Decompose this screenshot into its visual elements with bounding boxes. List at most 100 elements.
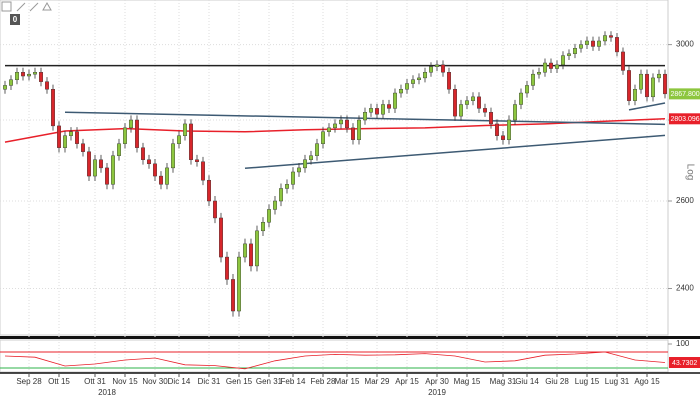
candle [495,119,500,141]
candle-body [182,123,187,136]
candle-body [579,44,584,49]
candle [627,65,632,106]
candle [441,60,446,77]
candle [543,58,548,77]
candle [285,179,290,194]
candle-body [218,217,223,258]
candle [315,138,320,161]
candle [74,127,79,149]
candle [242,238,247,263]
candle [254,225,259,272]
candle [513,99,518,125]
candle [381,99,386,119]
tool-icon[interactable] [29,2,39,12]
tool-icon[interactable] [16,2,26,12]
candle [501,131,506,145]
candle-body [230,279,235,312]
candle-body [285,184,290,189]
candle-body [74,131,79,144]
tool-icon[interactable] [1,1,12,12]
candle [158,171,163,190]
candle-body [333,123,338,129]
candle [122,123,127,149]
candle [297,163,302,177]
y-tick-label: 2600 [676,196,694,205]
price-tag [669,88,700,100]
candle [525,80,530,98]
candle [182,119,187,141]
candle-body [68,131,73,136]
x-tick-label: Nov 15 [112,377,138,386]
candle-body [309,155,314,160]
candle-body [435,64,440,67]
candle-body [8,79,13,86]
candle-body [279,188,284,202]
tool-icon[interactable] [42,1,52,11]
candle [8,75,13,90]
candle [477,92,482,114]
candle-body [104,167,109,185]
candle-body [645,73,650,98]
candle [357,115,362,145]
candle [279,183,284,207]
candle-body [357,119,362,140]
candle [212,195,217,224]
candle [14,67,19,85]
candle-body [483,108,488,113]
candle [261,217,266,237]
candle [309,150,314,165]
candle-body [537,72,542,75]
candle-body [261,222,266,232]
x-tick-label: Nov 30 [142,377,168,386]
candle [369,103,374,117]
candle [411,75,416,89]
candle [429,62,434,77]
plot-frame [0,0,669,336]
candle-body [573,48,578,54]
candle [273,195,278,215]
candle [218,212,223,263]
candle [92,154,97,182]
candle [146,154,151,169]
candle-body [603,35,608,42]
candle-body [615,37,620,53]
candle [447,67,452,94]
candle-body [447,72,452,90]
candle-body [110,155,115,185]
candle-body [387,104,392,109]
candle-body [405,83,410,90]
x-tick-label: Sep 28 [16,377,42,386]
candle [555,60,560,74]
candle-body [339,119,344,125]
year-label: 2018 [98,388,116,397]
candle-body [531,73,536,86]
candle-body [591,40,596,47]
candle [573,43,578,59]
candle [435,60,440,72]
candle-body [267,209,272,223]
y-tick-label: 3000 [676,40,694,49]
candle [3,80,7,94]
candle-body [429,66,434,73]
x-tick-label: Giu 28 [545,377,569,386]
candle [291,167,296,190]
candle-body [39,72,44,82]
candle-body [86,151,91,177]
x-tick-label: Apr 30 [425,377,449,386]
candle-body [254,230,259,267]
candle [633,84,638,106]
candle [459,99,464,121]
candle-body [363,112,368,121]
x-tick-label: Lug 31 [605,377,630,386]
candle-body [3,85,7,90]
candle [27,69,32,81]
badge-box[interactable] [10,14,20,25]
candle-body [33,72,38,75]
candle [321,127,326,149]
x-tick-label: Mar 29 [365,377,390,386]
candle [363,107,368,125]
candle [465,96,470,110]
candle [585,36,590,49]
